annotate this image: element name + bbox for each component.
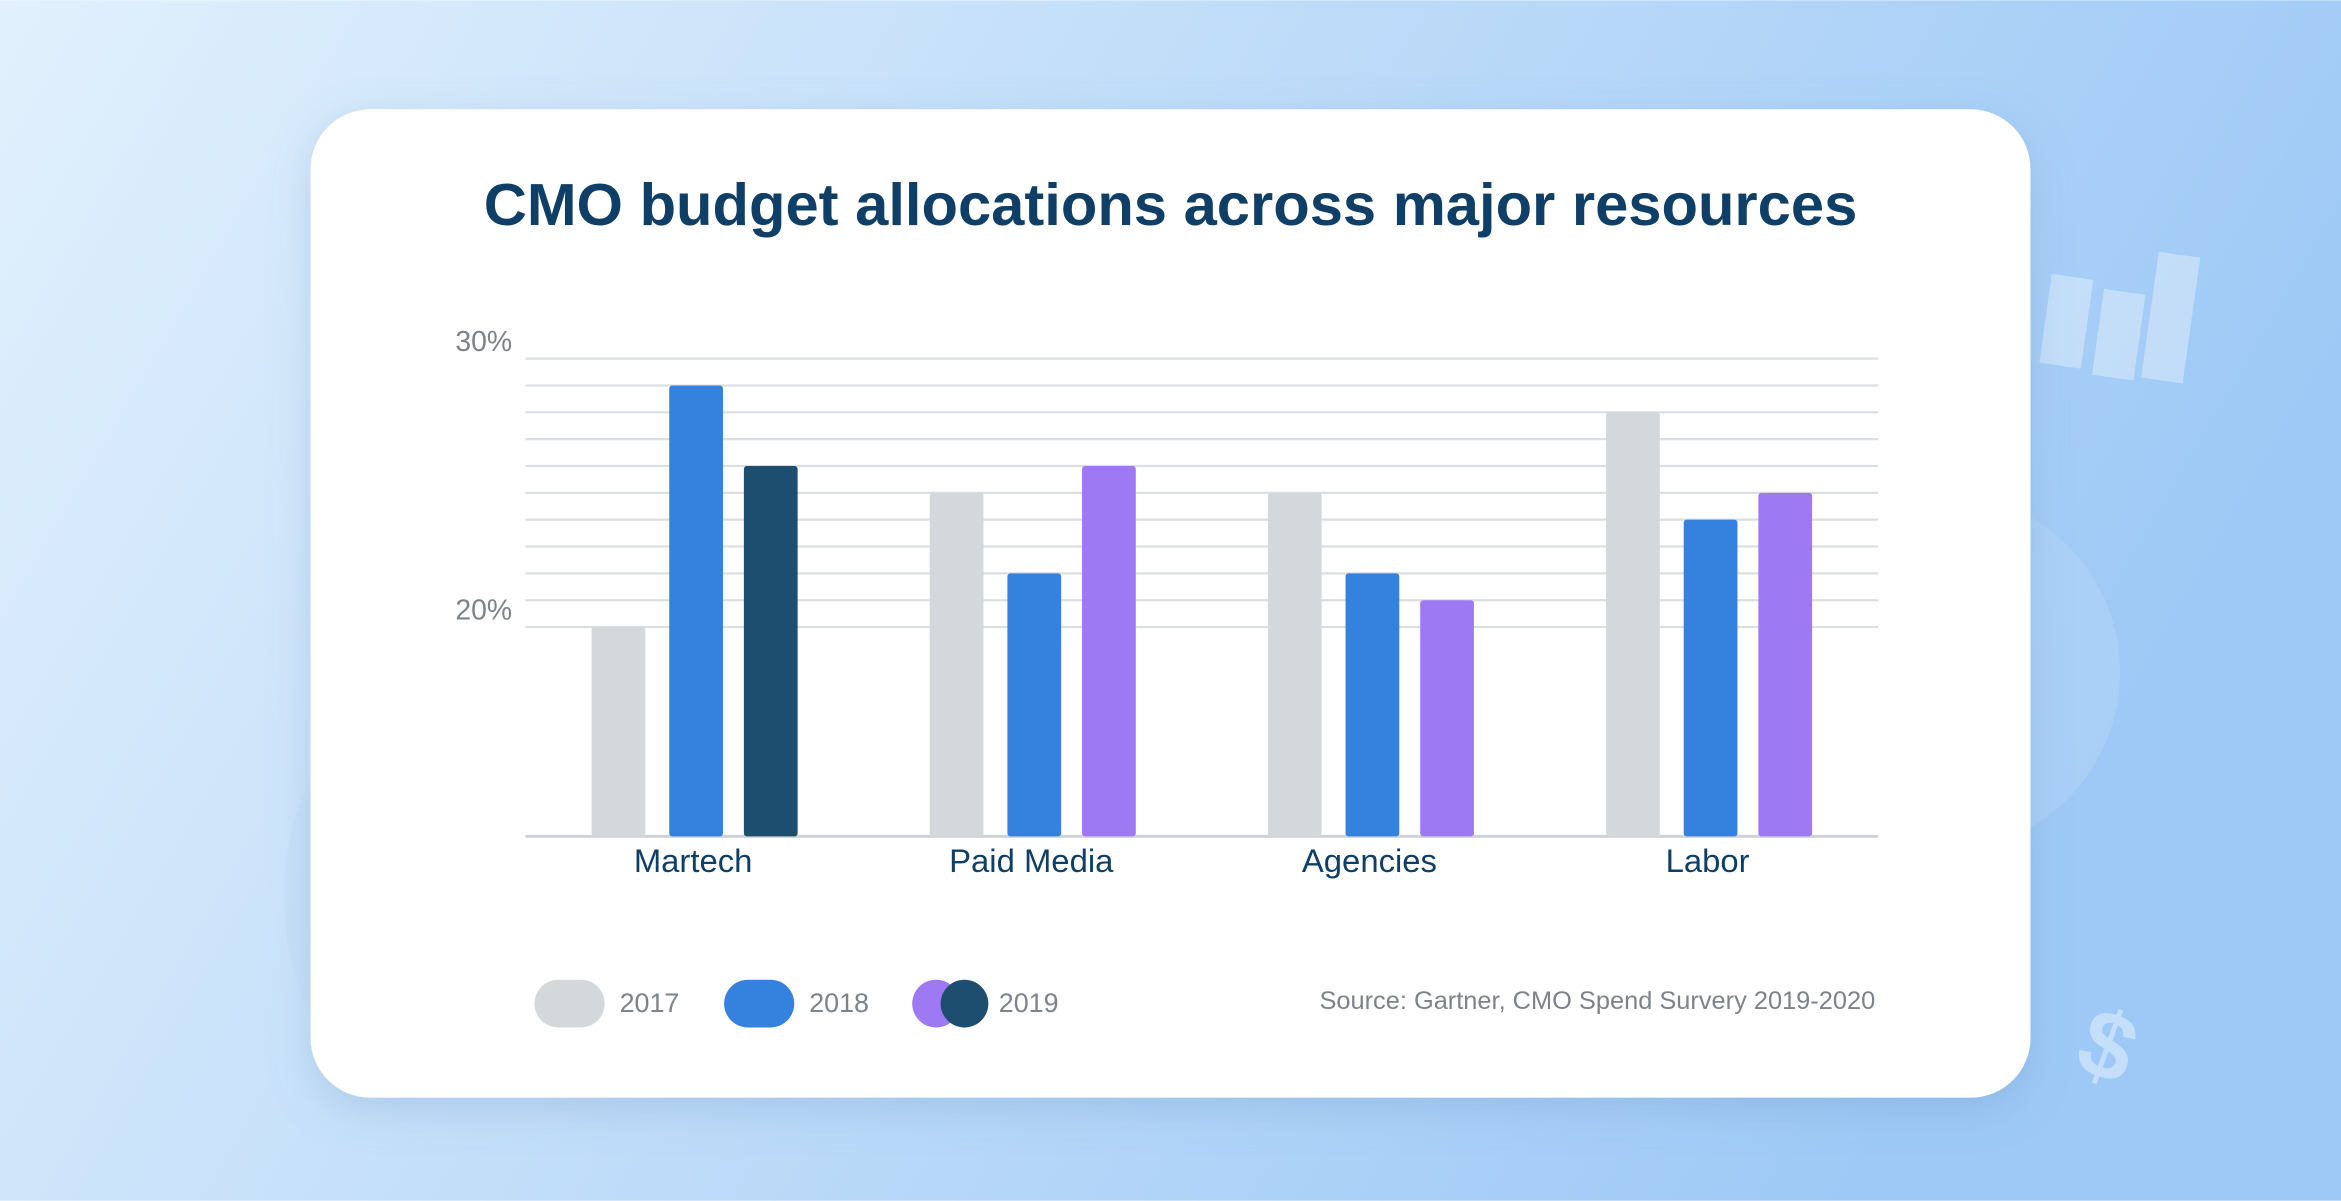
bar xyxy=(929,492,984,837)
bar xyxy=(1082,465,1136,837)
bar xyxy=(1267,492,1322,837)
y-tick-label: 30% xyxy=(455,326,512,358)
card xyxy=(310,109,2031,1098)
legend-label: 2018 xyxy=(809,988,869,1018)
source-note: Source: Gartner, CMO Spend Survery 2019-… xyxy=(1319,987,1875,1015)
legend-label: 2017 xyxy=(620,988,680,1018)
x-tick-label: Martech xyxy=(634,842,753,879)
bar xyxy=(1758,492,1813,837)
legend-swatch xyxy=(534,979,605,1028)
legend-swatch xyxy=(724,979,795,1028)
legend-label: 2019 xyxy=(999,988,1059,1018)
bar xyxy=(743,465,798,837)
plot-area: 20% 30% Martech Paid Media Agencies Labor 2017… xyxy=(455,326,1879,1028)
bar xyxy=(1007,573,1062,837)
x-tick-label: Labor xyxy=(1666,842,1750,879)
bar xyxy=(669,385,723,837)
bar xyxy=(1345,573,1400,837)
decor-bars xyxy=(2039,251,2201,384)
y-tick-label: 20% xyxy=(455,595,512,627)
bar xyxy=(1606,412,1660,837)
x-tick-label: Agencies xyxy=(1302,842,1437,879)
legend-swatch xyxy=(940,979,989,1028)
x-tick-label: Paid Media xyxy=(949,842,1114,879)
bar xyxy=(591,627,646,837)
bar xyxy=(1683,519,1738,837)
bar xyxy=(1420,600,1474,837)
chart-title: CMO budget allocations across major reso… xyxy=(484,171,1858,238)
